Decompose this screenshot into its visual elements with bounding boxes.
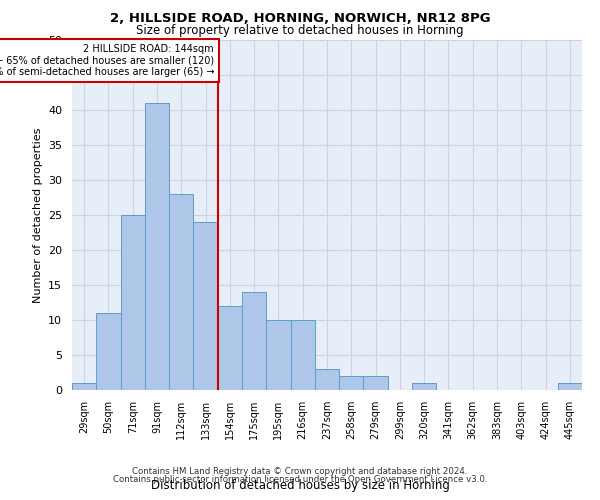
Text: Contains HM Land Registry data © Crown copyright and database right 2024.: Contains HM Land Registry data © Crown c… <box>132 467 468 476</box>
Text: Distribution of detached houses by size in Horning: Distribution of detached houses by size … <box>151 480 449 492</box>
Bar <box>364 376 388 390</box>
Text: 2, HILLSIDE ROAD, HORNING, NORWICH, NR12 8PG: 2, HILLSIDE ROAD, HORNING, NORWICH, NR12… <box>110 12 490 26</box>
Bar <box>339 376 364 390</box>
Text: Contains public sector information licensed under the Open Government Licence v3: Contains public sector information licen… <box>113 474 487 484</box>
Bar <box>121 215 145 390</box>
Text: Size of property relative to detached houses in Horning: Size of property relative to detached ho… <box>136 24 464 37</box>
Bar <box>242 292 266 390</box>
Y-axis label: Number of detached properties: Number of detached properties <box>32 128 43 302</box>
Bar <box>266 320 290 390</box>
Bar <box>218 306 242 390</box>
Bar <box>558 383 582 390</box>
Bar <box>72 383 96 390</box>
Bar <box>96 313 121 390</box>
Bar <box>290 320 315 390</box>
Bar <box>315 369 339 390</box>
Bar <box>169 194 193 390</box>
Bar <box>412 383 436 390</box>
Bar <box>193 222 218 390</box>
Bar <box>145 103 169 390</box>
Text: 2 HILLSIDE ROAD: 144sqm
← 65% of detached houses are smaller (120)
35% of semi-d: 2 HILLSIDE ROAD: 144sqm ← 65% of detache… <box>0 44 214 76</box>
